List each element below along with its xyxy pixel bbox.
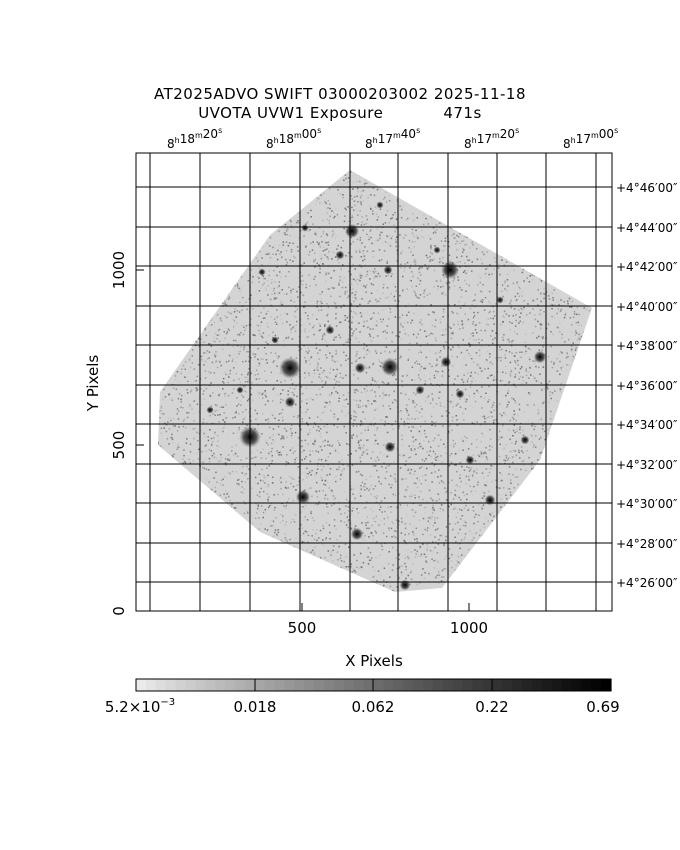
y-axis-label: Y Pixels [84, 355, 102, 413]
star-sources [206, 201, 547, 591]
star-source [354, 362, 366, 374]
star-source [258, 268, 266, 276]
star-source [415, 385, 425, 395]
image-title: AT2025ADVO SWIFT 03000203002 2025-11-18 [153, 85, 527, 103]
star-source [279, 357, 301, 379]
dec-tick-label: +4°32′00″ [616, 458, 678, 472]
colorbar-label: 0.69 [586, 698, 619, 716]
field-of-view [158, 170, 592, 592]
colorbar-label: 5.2×10−3 [105, 697, 175, 716]
star-source [206, 406, 214, 414]
star-source [344, 223, 360, 239]
ra-tick-label: 8h17m40s [365, 126, 420, 151]
star-source [520, 435, 530, 445]
star-source [295, 489, 311, 505]
dec-tick-label: +4°38′00″ [616, 339, 678, 353]
colorbar-label: 0.018 [234, 698, 277, 716]
coordinate-grid [136, 153, 612, 611]
filter-label: UVOTA UVW1 Exposure [198, 104, 384, 122]
ra-tick-label: 8h17m20s [464, 126, 519, 151]
x-tick-label: 1000 [450, 619, 488, 637]
dec-tick-label: +4°40′00″ [616, 300, 678, 314]
star-source [335, 250, 345, 260]
star-source [441, 261, 459, 279]
dec-tick-label: +4°26′00″ [616, 576, 678, 590]
star-source [350, 527, 364, 541]
plot-frame [135, 152, 613, 612]
star-source [383, 265, 393, 275]
axis-ticks [136, 186, 612, 612]
y-tick-label: 1000 [110, 251, 128, 289]
colorbar-labels: 5.2×10−3 0.018 0.062 0.22 0.69 [105, 697, 620, 716]
star-source [301, 224, 309, 232]
dec-tick-label: +4°34′00″ [616, 418, 678, 432]
star-source [484, 494, 496, 506]
dec-tick-label: +4°30′00″ [616, 497, 678, 511]
ra-tick-label: 8h18m00s [266, 126, 321, 151]
star-source [381, 358, 399, 376]
dec-tick-label: +4°28′00″ [616, 537, 678, 551]
colorbar-label: 0.062 [352, 698, 395, 716]
ra-tick-label: 8h17m00s [563, 126, 618, 151]
x-axis-label: X Pixels [345, 652, 403, 670]
star-source [376, 201, 384, 209]
star-source [496, 296, 504, 304]
dec-tick-label: +4°42′00″ [616, 260, 678, 274]
y-tick-label: 0 [110, 606, 128, 616]
tick-labels: 500 1000 0 500 1000 8h18m20s 8h18m00s 8h17m40s 8… [110, 126, 678, 637]
star-source [440, 356, 452, 368]
dec-tick-label: +4°44′00″ [616, 221, 678, 235]
y-tick-label: 500 [110, 431, 128, 460]
ra-tick-label: 8h18m20s [167, 126, 222, 151]
dec-tick-label: +4°46′00″ [616, 181, 678, 195]
star-source [465, 455, 475, 465]
star-source [284, 396, 296, 408]
star-source [533, 350, 547, 364]
star-source [455, 389, 465, 399]
star-source [271, 336, 279, 344]
colorbar-label: 0.22 [475, 698, 508, 716]
star-source [399, 579, 411, 591]
colorbar [135, 678, 612, 692]
star-source [325, 325, 335, 335]
image-subtitle: UVOTA UVW1 Exposure 471s [0, 104, 680, 122]
star-source [236, 386, 244, 394]
star-source [433, 246, 441, 254]
exposure-value: 471s [443, 104, 482, 122]
dec-tick-label: +4°36′00″ [616, 379, 678, 393]
star-source [384, 441, 396, 453]
x-tick-label: 500 [288, 619, 317, 637]
